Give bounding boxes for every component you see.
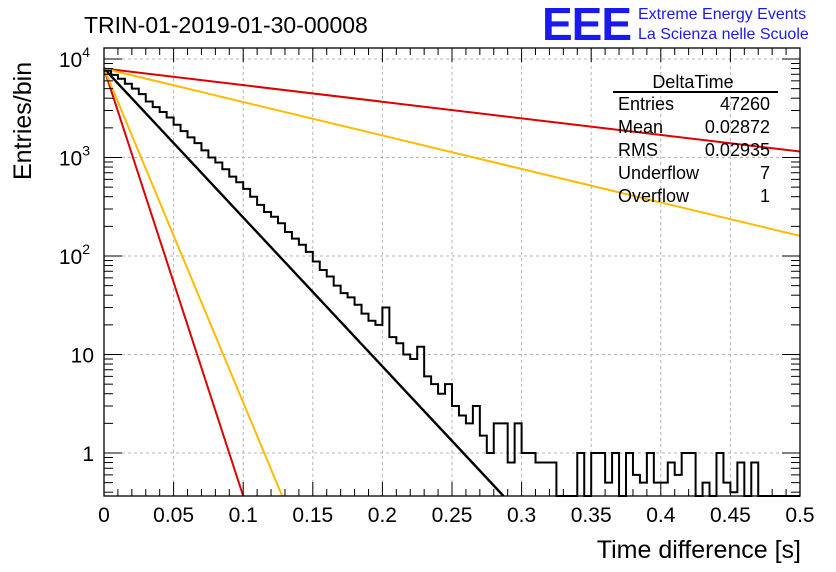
x-tick-label: 0.15 <box>292 504 333 527</box>
x-tick-label: 0.05 <box>153 504 194 527</box>
stats-rows: Entries 47260 Mean 0.02872 RMS 0.02935Underfl… <box>618 94 770 206</box>
y-tick-label: 10 <box>71 345 94 368</box>
x-tick-label: 0.2 <box>368 504 397 527</box>
x-tick-label: 0.4 <box>646 504 676 527</box>
stats-row-value: 1 <box>760 186 770 206</box>
stats-row-label: Underflow <box>618 163 700 183</box>
grid-lines <box>104 48 800 496</box>
stats-row-label: Overflow <box>618 186 690 206</box>
x-tick-label: 0 <box>98 504 110 527</box>
fit-curve-2 <box>103 67 801 237</box>
stats-box-title: DeltaTime <box>652 72 733 92</box>
fit-curves <box>103 67 801 497</box>
project-name-line2: La Scienza nelle Scuole <box>638 26 809 43</box>
fit-curve-3 <box>103 68 245 497</box>
stats-box: DeltaTime Entries 47260 Mean 0.02872 RMS 0.02… <box>613 72 778 206</box>
x-tick-label: 0.35 <box>571 504 612 527</box>
fit-curve-4 <box>103 68 284 497</box>
histogram-deltatime <box>104 69 800 497</box>
y-tick-label: 104 <box>59 44 90 72</box>
fit-curve-0 <box>103 67 505 497</box>
run-title: TRIN-01-2019-01-30-00008 <box>84 12 368 38</box>
eee-logo: EEE Extreme Energy Events La Scienza nel… <box>542 0 809 50</box>
x-tick-label: 0.3 <box>507 504 536 527</box>
y-axis-label: Entries/bin <box>9 62 37 180</box>
stats-row-value: 7 <box>760 163 770 183</box>
project-name-line1: Extreme Energy Events <box>638 6 806 23</box>
y-tick-label: 103 <box>59 143 90 171</box>
stats-row-value: 0.02935 <box>705 140 770 160</box>
x-tick-label: 0.45 <box>710 504 751 527</box>
stats-row-label: Mean <box>618 117 663 137</box>
x-tick-label: 0.25 <box>432 504 473 527</box>
stats-row-value: 47260 <box>720 94 770 114</box>
y-tick-label: 102 <box>59 241 90 269</box>
x-axis-ticks: 0 0.05 0.1 0.15 0.2 0.25 0.3 0.35 0.4 0.45 0.5 <box>98 48 815 527</box>
eee-logo-text: EEE <box>542 0 631 50</box>
x-tick-label: 0.1 <box>229 504 258 527</box>
x-tick-label: 0.5 <box>785 504 814 527</box>
stats-row-label: Entries <box>618 94 674 114</box>
x-axis-label: Time difference [s] <box>597 536 801 564</box>
stats-row-value: 0.02872 <box>705 117 770 137</box>
fit-curve-1 <box>103 67 801 153</box>
stats-row-label: RMS <box>618 140 658 160</box>
y-tick-label: 1 <box>82 443 94 466</box>
